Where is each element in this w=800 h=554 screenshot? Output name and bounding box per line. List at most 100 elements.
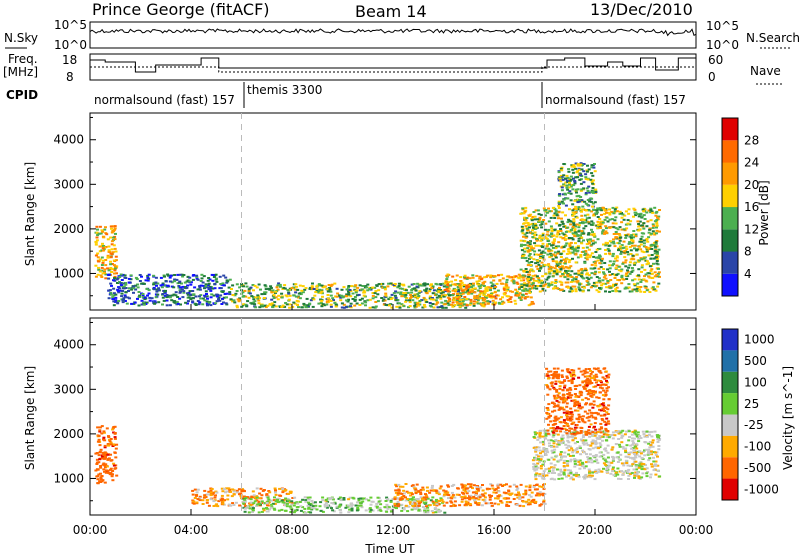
data-cell: [649, 444, 653, 447]
data-cell: [587, 221, 591, 224]
data-cell: [266, 496, 270, 499]
data-cell: [286, 289, 290, 292]
data-cell: [524, 287, 528, 290]
data-cell: [606, 413, 610, 415]
data-cell: [636, 435, 639, 438]
data-cell: [519, 275, 523, 278]
data-cell: [592, 255, 596, 258]
data-cell: [650, 248, 654, 250]
data-cell: [622, 240, 626, 243]
data-cell: [623, 287, 627, 290]
data-cell: [435, 504, 439, 507]
data-cell: [98, 270, 102, 273]
data-cell: [544, 454, 548, 456]
data-cell: [103, 451, 107, 454]
data-cell: [168, 276, 172, 279]
data-cell: [483, 492, 487, 495]
data-cell: [344, 294, 348, 297]
data-cell: [240, 488, 244, 491]
data-cell: [437, 499, 441, 502]
data-cell: [114, 300, 117, 303]
data-cell: [585, 170, 589, 173]
data-cell: [563, 177, 567, 180]
data-cell: [646, 220, 650, 223]
data-cell: [559, 267, 563, 270]
data-cell: [112, 292, 116, 295]
data-cell: [638, 455, 642, 458]
data-cell: [518, 292, 522, 295]
data-cell: [327, 287, 331, 289]
data-cell: [310, 285, 314, 288]
data-cell: [393, 283, 397, 285]
data-cell: [449, 505, 453, 508]
data-cell: [532, 468, 536, 470]
data-cell: [520, 230, 524, 233]
data-cell: [589, 458, 593, 461]
data-cell: [587, 289, 591, 292]
data-cell: [553, 472, 556, 474]
data-cell: [466, 288, 470, 291]
data-cell: [327, 284, 331, 286]
data-cell: [259, 288, 262, 291]
data-cell: [369, 496, 373, 499]
data-cell: [493, 284, 496, 287]
data-cell: [232, 489, 236, 492]
data-cell: [549, 370, 553, 373]
data-cell: [572, 208, 576, 210]
data-cell: [536, 466, 540, 469]
data-cell: [159, 276, 163, 279]
data-cell: [252, 301, 256, 304]
data-cell: [199, 284, 203, 287]
data-cell: [221, 490, 225, 493]
data-cell: [584, 267, 588, 270]
data-cell: [296, 300, 300, 303]
data-cell: [598, 404, 602, 407]
data-cell: [143, 298, 147, 301]
data-cell: [230, 288, 233, 290]
data-cell: [587, 168, 591, 171]
data-cell: [553, 267, 557, 270]
data-cell: [540, 475, 544, 478]
data-cell: [317, 283, 321, 286]
data-cell: [302, 302, 306, 305]
nave-label: Nave: [750, 64, 781, 78]
data-cell: [527, 498, 531, 501]
data-cell: [628, 290, 632, 293]
data-cell: [532, 279, 536, 282]
data-cell: [393, 498, 397, 501]
data-cell: [408, 301, 412, 304]
data-cell: [334, 305, 338, 308]
data-cell: [641, 208, 645, 211]
data-cell: [400, 496, 404, 498]
data-cell: [421, 506, 425, 508]
data-cell: [560, 217, 563, 220]
data-cell: [455, 493, 459, 496]
data-cell: [552, 214, 556, 217]
data-cell: [359, 504, 363, 507]
data-cell: [109, 441, 113, 444]
data-cell: [612, 238, 615, 241]
data-cell: [110, 271, 114, 273]
data-cell: [584, 193, 588, 196]
data-cell: [442, 285, 446, 288]
data-cell: [583, 286, 586, 289]
data-cell: [581, 398, 585, 401]
data-cell: [501, 485, 505, 487]
data-cell: [209, 494, 213, 497]
data-cell: [618, 234, 622, 237]
data-cell: [564, 181, 568, 184]
data-cell: [476, 489, 480, 492]
data-cell: [443, 493, 446, 496]
data-cell: [574, 474, 578, 477]
data-cell: [594, 251, 598, 253]
data-cell: [163, 291, 167, 294]
data-cell: [504, 492, 508, 494]
data-cell: [457, 304, 461, 306]
data-cell: [415, 503, 419, 505]
data-cell: [528, 257, 531, 260]
data-cell: [505, 286, 509, 289]
data-cell: [527, 281, 531, 283]
data-cell: [574, 409, 577, 412]
data-cell: [554, 279, 558, 281]
data-cell: [565, 271, 568, 274]
